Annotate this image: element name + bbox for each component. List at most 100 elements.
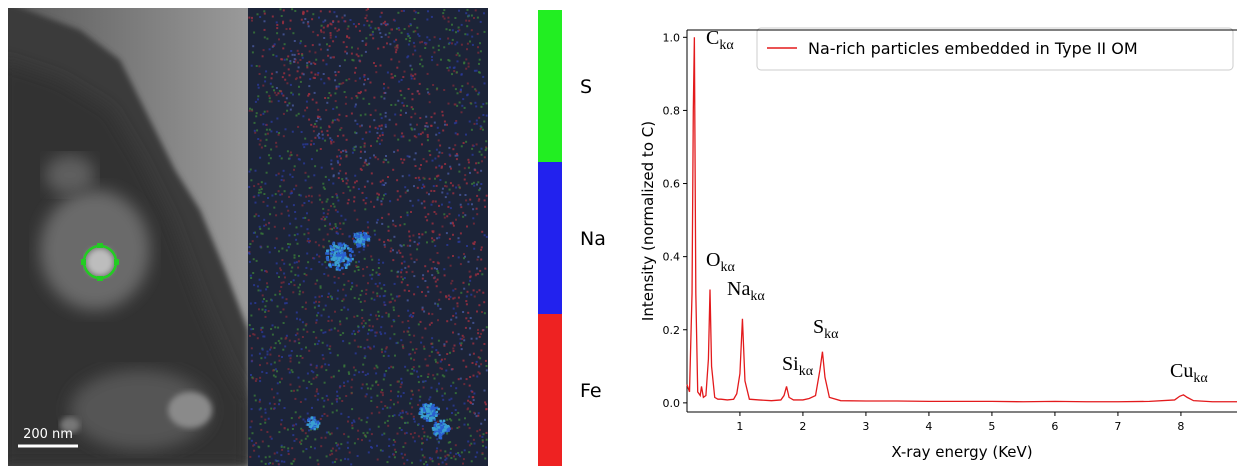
map-pixel (419, 459, 422, 462)
map-pixel (290, 190, 293, 193)
map-pixel (357, 429, 360, 432)
map-pixel (357, 297, 360, 300)
map-pixel (366, 266, 369, 269)
map-pixel (259, 16, 262, 18)
map-pixel (365, 197, 368, 199)
map-pixel (355, 132, 358, 135)
map-pixel (332, 119, 335, 122)
map-pixel (297, 52, 300, 55)
map-pixel (383, 374, 386, 377)
map-pixel (338, 447, 341, 450)
map-pixel (366, 221, 369, 224)
map-pixel (462, 462, 464, 465)
map-pixel (332, 40, 335, 43)
map-pixel (253, 443, 256, 446)
map-pixel (444, 123, 446, 126)
map-pixel (419, 395, 422, 398)
map-pixel (423, 410, 426, 414)
map-pixel (478, 116, 481, 119)
map-pixel (340, 244, 344, 247)
map-pixel (254, 399, 257, 402)
map-pixel (412, 315, 414, 318)
map-pixel (401, 381, 403, 384)
map-pixel (332, 107, 335, 110)
map-pixel (354, 66, 357, 69)
map-pixel (275, 55, 278, 58)
map-pixel (360, 387, 363, 390)
map-pixel (360, 322, 363, 325)
map-pixel (387, 313, 390, 316)
map-pixel (479, 187, 482, 190)
map-pixel (358, 417, 361, 420)
map-pixel (395, 295, 398, 298)
map-pixel (416, 186, 419, 189)
map-pixel (409, 37, 412, 40)
map-pixel (378, 282, 381, 285)
map-pixel (450, 457, 453, 459)
map-pixel (434, 412, 437, 415)
map-pixel (283, 64, 286, 67)
map-pixel (447, 205, 450, 208)
map-pixel (394, 103, 397, 106)
map-pixel (335, 250, 338, 253)
map-pixel (398, 427, 401, 429)
map-pixel (342, 180, 344, 183)
map-pixel (394, 51, 397, 54)
map-pixel (270, 148, 273, 151)
map-pixel (455, 218, 457, 221)
map-pixel (401, 321, 404, 324)
map-pixel (362, 319, 365, 322)
map-pixel (422, 403, 425, 407)
map-pixel (473, 247, 476, 250)
map-pixel (343, 364, 346, 367)
map-pixel (296, 389, 299, 392)
map-pixel (264, 456, 267, 459)
map-pixel (377, 310, 380, 313)
map-pixel (436, 447, 439, 450)
map-pixel (329, 34, 332, 37)
map-pixel (337, 257, 340, 260)
map-pixel (283, 407, 286, 409)
map-pixel (339, 334, 342, 336)
map-pixel (444, 455, 447, 458)
map-pixel (374, 334, 377, 337)
map-pixel (369, 274, 372, 277)
map-pixel (408, 230, 411, 233)
map-pixel (381, 394, 384, 397)
map-pixel (369, 81, 372, 84)
map-pixel (455, 158, 458, 161)
map-pixel (438, 233, 441, 236)
map-pixel (428, 419, 432, 422)
map-pixel (283, 446, 286, 449)
map-pixel (379, 449, 382, 452)
map-pixel (298, 255, 300, 258)
map-pixel (328, 78, 331, 81)
map-pixel (366, 387, 369, 390)
map-pixel (276, 24, 279, 26)
map-pixel (279, 381, 281, 384)
map-pixel (426, 135, 429, 138)
map-pixel (464, 255, 466, 258)
map-pixel (452, 347, 455, 350)
map-pixel (370, 200, 372, 203)
map-pixel (426, 36, 429, 39)
map-pixel (408, 333, 411, 336)
map-pixel (369, 113, 372, 116)
map-pixel (270, 407, 273, 410)
map-pixel (280, 377, 283, 380)
map-pixel (413, 9, 416, 12)
map-pixel (411, 68, 413, 71)
map-pixel (328, 348, 331, 350)
map-pixel (422, 380, 424, 383)
map-pixel (331, 228, 333, 231)
map-pixel (356, 455, 359, 457)
map-pixel (276, 117, 279, 120)
map-pixel (477, 93, 480, 96)
map-pixel (380, 391, 383, 394)
map-pixel (477, 414, 480, 417)
map-pixel (355, 265, 358, 267)
map-pixel (280, 58, 283, 61)
map-pixel (336, 390, 338, 393)
map-pixel (265, 270, 268, 273)
map-pixel (335, 398, 338, 401)
